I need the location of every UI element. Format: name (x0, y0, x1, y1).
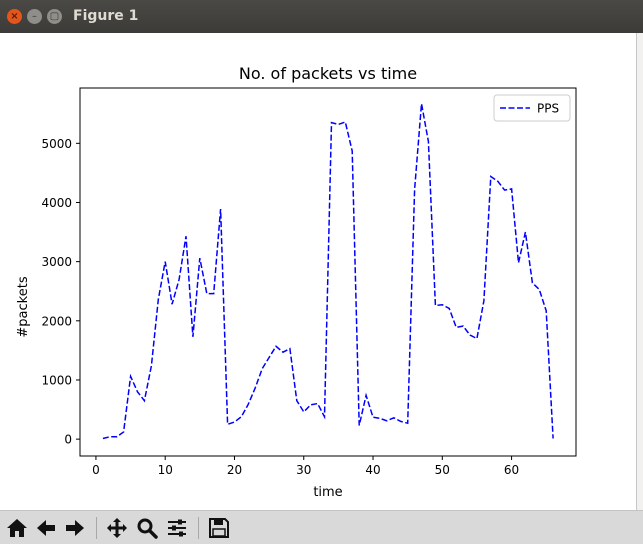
back-button[interactable] (33, 515, 59, 541)
x-tick-label: 50 (435, 463, 450, 477)
toolbar-separator (198, 517, 199, 539)
y-axis-label: #packets (16, 276, 31, 337)
x-tick-label: 10 (158, 463, 173, 477)
toolbar-separator (96, 517, 97, 539)
subplots-icon (168, 519, 186, 537)
x-tick-label: 40 (365, 463, 380, 477)
x-tick-label: 30 (296, 463, 311, 477)
navigation-toolbar (0, 510, 643, 544)
y-axis-ticks: 0 1000 2000 3000 4000 5000 (41, 137, 80, 447)
home-button[interactable] (4, 515, 30, 541)
maximize-icon: ▢ (49, 11, 60, 22)
minimize-icon: – (32, 11, 37, 22)
plot-area (79, 87, 577, 457)
forward-icon (66, 520, 84, 536)
window-title: Figure 1 (73, 8, 139, 24)
back-icon (37, 520, 55, 536)
x-tick-label: 0 (92, 463, 100, 477)
chart-title: No. of packets vs time (239, 64, 417, 83)
y-tick-label: 0 (64, 433, 72, 447)
x-tick-label: 60 (504, 463, 519, 477)
home-icon (7, 519, 27, 537)
window-right-edge (636, 33, 643, 510)
x-tick-label: 20 (227, 463, 242, 477)
pan-button[interactable] (104, 515, 130, 541)
close-icon: × (10, 11, 19, 22)
line-chart: No. of packets vs time 0 10 20 30 40 50 60 0 10… (16, 64, 577, 500)
zoom-icon (137, 518, 158, 539)
minimize-button[interactable]: – (27, 9, 42, 24)
subplots-button[interactable] (164, 515, 190, 541)
y-tick-label: 4000 (41, 196, 72, 210)
close-button[interactable]: × (7, 9, 22, 24)
save-icon (209, 518, 229, 538)
maximize-button[interactable]: ▢ (47, 9, 62, 24)
x-axis-ticks: 0 10 20 30 40 50 60 (92, 456, 519, 477)
pan-icon (107, 518, 127, 538)
legend: PPS (493, 94, 571, 122)
save-button[interactable] (206, 515, 232, 541)
legend-box (493, 94, 571, 122)
legend-label-pps: PPS (537, 102, 559, 116)
figure-canvas[interactable]: No. of packets vs time 0 10 20 30 40 50 60 0 10… (0, 33, 636, 510)
series-line-pps (102, 103, 554, 440)
zoom-button[interactable] (134, 515, 160, 541)
forward-button[interactable] (62, 515, 88, 541)
y-tick-label: 3000 (41, 255, 72, 269)
y-tick-label: 5000 (41, 137, 72, 151)
x-axis-label: time (313, 485, 342, 500)
y-tick-label: 1000 (41, 373, 72, 387)
window-title-bar: × – ▢ Figure 1 (0, 0, 643, 33)
y-tick-label: 2000 (41, 314, 72, 328)
